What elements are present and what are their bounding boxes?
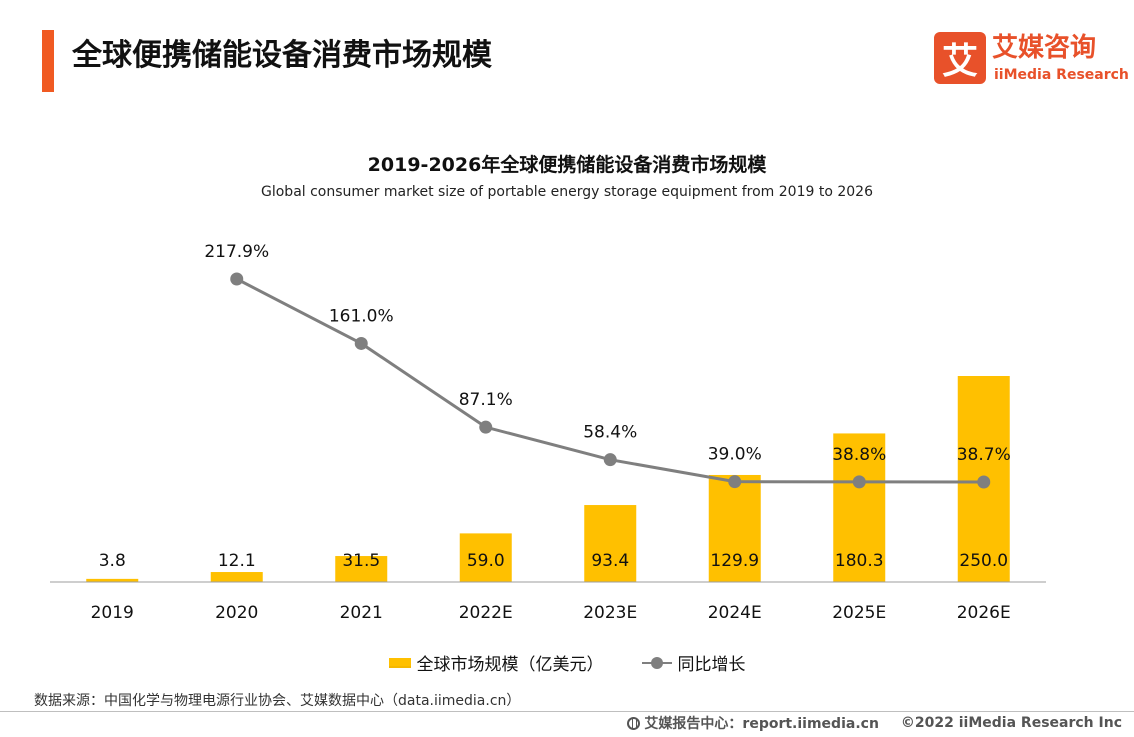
legend-item-market-size: 全球市场规模（亿美元）: [388, 650, 604, 675]
bar-2021: [335, 556, 388, 582]
growth-point-2024E: [728, 475, 742, 489]
brand-logo: 艾 艾媒咨询 iiMedia Research: [934, 32, 1129, 88]
bar-value-label: 31.5: [342, 551, 380, 571]
bar-value-label: 93.4: [591, 551, 629, 571]
x-tick-label: 2024E: [708, 603, 762, 623]
growth-value-label: 217.9%: [204, 242, 269, 262]
title-accent-bar: [42, 30, 54, 92]
growth-value-label: 58.4%: [583, 423, 637, 443]
logo-mark-icon: 艾: [934, 32, 986, 84]
x-tick-label: 2020: [215, 603, 258, 623]
globe-icon: [627, 716, 641, 730]
x-tick-label: 2019: [91, 603, 134, 623]
growth-value-label: 38.8%: [832, 445, 886, 465]
growth-value-label: 39.0%: [708, 445, 762, 465]
x-tick-label: 2021: [340, 603, 383, 623]
growth-point-2026E: [977, 475, 991, 489]
bar-value-label: 250.0: [959, 551, 1008, 571]
bar-value-label: 129.9: [710, 551, 759, 571]
growth-point-2021: [354, 336, 368, 350]
chart-subtitle: Global consumer market size of portable …: [261, 184, 873, 200]
bar-value-label: 12.1: [218, 551, 256, 571]
growth-value-label: 161.0%: [329, 306, 394, 326]
legend-bar-swatch: [388, 657, 411, 668]
bar-2019: [86, 578, 139, 582]
logo-name-en: iiMedia Research: [994, 67, 1129, 83]
x-tick-label: 2023E: [583, 603, 637, 623]
footer-divider: [0, 711, 1134, 712]
bar-2023E: [584, 505, 637, 582]
growth-value-label: 38.7%: [957, 445, 1011, 465]
legend-bar-label: 全球市场规模（亿美元）: [416, 655, 604, 675]
bar-2025E: [833, 433, 886, 582]
x-tick-label: 2022E: [459, 603, 513, 623]
bar-value-label: 3.8: [99, 551, 126, 571]
chart-title: 2019-2026年全球便携储能设备消费市场规模: [367, 154, 767, 176]
growth-point-2023E: [603, 453, 617, 467]
bar-2022E: [459, 533, 512, 582]
logo-name-cn: 艾媒咨询: [992, 33, 1097, 63]
legend-line-swatch: [641, 656, 672, 669]
footer: 艾媒报告中心：report.iimedia.cn ©2022 iiMedia R…: [627, 713, 1122, 733]
legend-line-label: 同比增长: [677, 655, 746, 675]
data-source-note: 数据来源：中国化学与物理电源行业协会、艾媒数据中心（data.iimedia.c…: [34, 693, 521, 709]
footer-copyright: ©2022 iiMedia Research Inc: [900, 715, 1122, 731]
chart-legend: 全球市场规模（亿美元） 同比增长: [0, 650, 1134, 675]
legend-item-growth: 同比增长: [641, 650, 746, 675]
growth-point-2025E: [852, 475, 866, 489]
footer-report-link[interactable]: 艾媒报告中心：report.iimedia.cn: [644, 716, 879, 732]
growth-value-label: 87.1%: [459, 390, 513, 410]
page-title: 全球便携储能设备消费市场规模: [72, 38, 492, 73]
growth-point-2020: [230, 272, 244, 286]
bar-2020: [210, 572, 263, 582]
x-tick-label: 2025E: [832, 603, 886, 623]
bar-2024E: [708, 474, 761, 582]
bar-value-label: 180.3: [835, 551, 884, 571]
bar-value-label: 59.0: [467, 551, 505, 571]
growth-point-2022E: [479, 420, 493, 434]
x-tick-label: 2026E: [957, 603, 1011, 623]
